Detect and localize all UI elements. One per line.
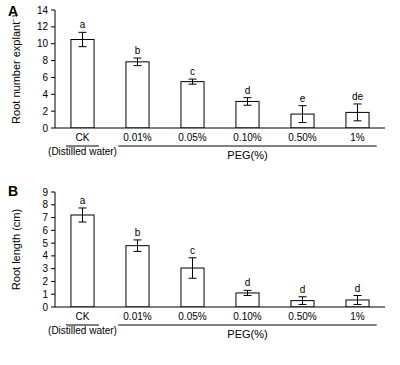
y-tick-label: 12 <box>37 21 49 32</box>
y-axis <box>55 10 56 128</box>
significance-letter: b <box>135 45 141 56</box>
bar <box>71 40 94 129</box>
y-tick <box>51 192 55 193</box>
x-tick-label: 1% <box>350 311 365 322</box>
significance-letter: e <box>300 93 306 104</box>
chart-panel: Aabcdede02468101214Root number explant⁻¹… <box>8 3 385 161</box>
x-tick-label: 1% <box>350 132 365 143</box>
y-tick <box>51 255 55 256</box>
y-tick-label: 8 <box>42 199 48 210</box>
x-tick-label: CK(Distilled water) <box>48 311 117 336</box>
y-tick <box>51 243 55 244</box>
y-tick-label: 7 <box>42 212 48 223</box>
x-axis-label: PEG(%) <box>227 328 267 340</box>
y-tick-label: 2 <box>42 276 48 287</box>
y-axis-label: Root number explant⁻¹ <box>10 14 22 124</box>
error-bar <box>299 297 307 305</box>
x-tick-label: 0.05% <box>178 311 206 322</box>
error-bar <box>244 290 252 295</box>
error-bar <box>354 104 362 121</box>
y-tick-label: 3 <box>42 263 48 274</box>
bar <box>236 101 259 128</box>
bar <box>126 246 149 307</box>
y-tick-label: 4 <box>42 89 48 100</box>
significance-letter: a <box>80 19 86 30</box>
x-axis <box>55 307 385 308</box>
group-line <box>66 325 99 326</box>
y-axis-label: Root length (cm) <box>10 209 22 290</box>
y-tick-label: 14 <box>37 5 49 16</box>
x-axis-label: PEG(%) <box>227 149 267 161</box>
y-tick <box>51 217 55 218</box>
error-bar <box>134 58 142 66</box>
y-tick <box>51 43 55 44</box>
y-tick <box>51 294 55 295</box>
significance-letter: d <box>355 283 361 294</box>
error-bar <box>79 32 87 46</box>
y-tick-label: 10 <box>37 38 49 49</box>
y-tick <box>51 230 55 231</box>
bars <box>71 208 369 307</box>
bars <box>71 32 369 128</box>
error-bar <box>354 296 362 305</box>
error-bar <box>189 79 197 84</box>
x-tick-label: 0.01% <box>123 311 151 322</box>
y-tick-label: 5 <box>42 238 48 249</box>
y-tick-label: 8 <box>42 55 48 66</box>
x-tick-label: 0.01% <box>123 132 151 143</box>
bar <box>126 62 149 128</box>
y-tick-label: 9 <box>42 187 48 198</box>
y-axis <box>55 192 56 307</box>
error-bar <box>299 106 307 123</box>
y-tick-label: 0 <box>42 302 48 313</box>
y-tick-label: 0 <box>42 123 48 134</box>
significance-letter: a <box>80 195 86 206</box>
y-tick <box>51 60 55 61</box>
panel-label: B <box>8 183 18 199</box>
y-tick-label: 1 <box>42 289 48 300</box>
significance-letter: de <box>352 91 364 102</box>
x-tick-label: 0.50% <box>288 132 316 143</box>
significance-letter: d <box>300 284 306 295</box>
bar <box>181 82 204 128</box>
y-tick <box>51 77 55 78</box>
error-bar <box>244 98 252 106</box>
y-tick <box>51 204 55 205</box>
significance-letter: c <box>190 245 195 256</box>
figure: Aabcdede02468101214Root number explant⁻¹… <box>0 0 400 365</box>
significance-letter: c <box>190 66 195 77</box>
y-tick <box>51 281 55 282</box>
x-tick-label: 0.10% <box>233 132 261 143</box>
x-axis <box>55 128 385 129</box>
significance-letter: b <box>135 227 141 238</box>
significance-letter: d <box>245 277 251 288</box>
y-tick <box>51 10 55 11</box>
y-tick <box>51 26 55 27</box>
y-tick <box>51 94 55 95</box>
x-tick-label: 0.05% <box>178 132 206 143</box>
y-tick-label: 2 <box>42 106 48 117</box>
y-tick <box>51 307 55 308</box>
bar <box>71 215 94 307</box>
x-tick-label: 0.10% <box>233 311 261 322</box>
error-bar <box>134 240 142 252</box>
x-tick-label: 0.50% <box>288 311 316 322</box>
y-tick <box>51 128 55 129</box>
bar <box>236 293 259 307</box>
y-tick-label: 6 <box>42 225 48 236</box>
group-line <box>66 146 99 147</box>
significance-letter: d <box>245 85 251 96</box>
y-tick <box>51 111 55 112</box>
y-tick <box>51 268 55 269</box>
y-tick-label: 6 <box>42 72 48 83</box>
group-line <box>118 325 377 326</box>
group-line <box>118 146 377 147</box>
error-bar <box>79 208 87 222</box>
error-bar <box>189 258 197 278</box>
x-tick-label: CK(Distilled water) <box>48 132 117 157</box>
y-tick-label: 4 <box>42 250 48 261</box>
chart-panel: Babcddd0123456789Root length (cm)CK(Dist… <box>8 183 385 340</box>
